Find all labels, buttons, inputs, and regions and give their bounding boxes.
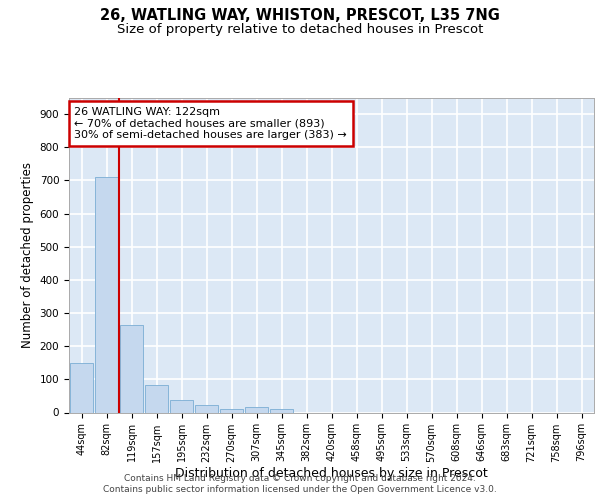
Bar — [270, 409, 293, 412]
Y-axis label: Number of detached properties: Number of detached properties — [21, 162, 34, 348]
Bar — [120, 326, 143, 412]
Bar — [195, 405, 218, 412]
Bar — [70, 364, 93, 412]
Text: 26 WATLING WAY: 122sqm
← 70% of detached houses are smaller (893)
30% of semi-de: 26 WATLING WAY: 122sqm ← 70% of detached… — [74, 107, 347, 140]
Text: Size of property relative to detached houses in Prescot: Size of property relative to detached ho… — [117, 22, 483, 36]
X-axis label: Distribution of detached houses by size in Prescot: Distribution of detached houses by size … — [175, 467, 488, 480]
Text: Contains HM Land Registry data © Crown copyright and database right 2024.
Contai: Contains HM Land Registry data © Crown c… — [103, 474, 497, 494]
Bar — [170, 400, 193, 412]
Bar — [245, 407, 268, 412]
Bar — [220, 409, 243, 412]
Bar — [95, 176, 118, 412]
Bar — [145, 384, 168, 412]
Text: 26, WATLING WAY, WHISTON, PRESCOT, L35 7NG: 26, WATLING WAY, WHISTON, PRESCOT, L35 7… — [100, 8, 500, 22]
